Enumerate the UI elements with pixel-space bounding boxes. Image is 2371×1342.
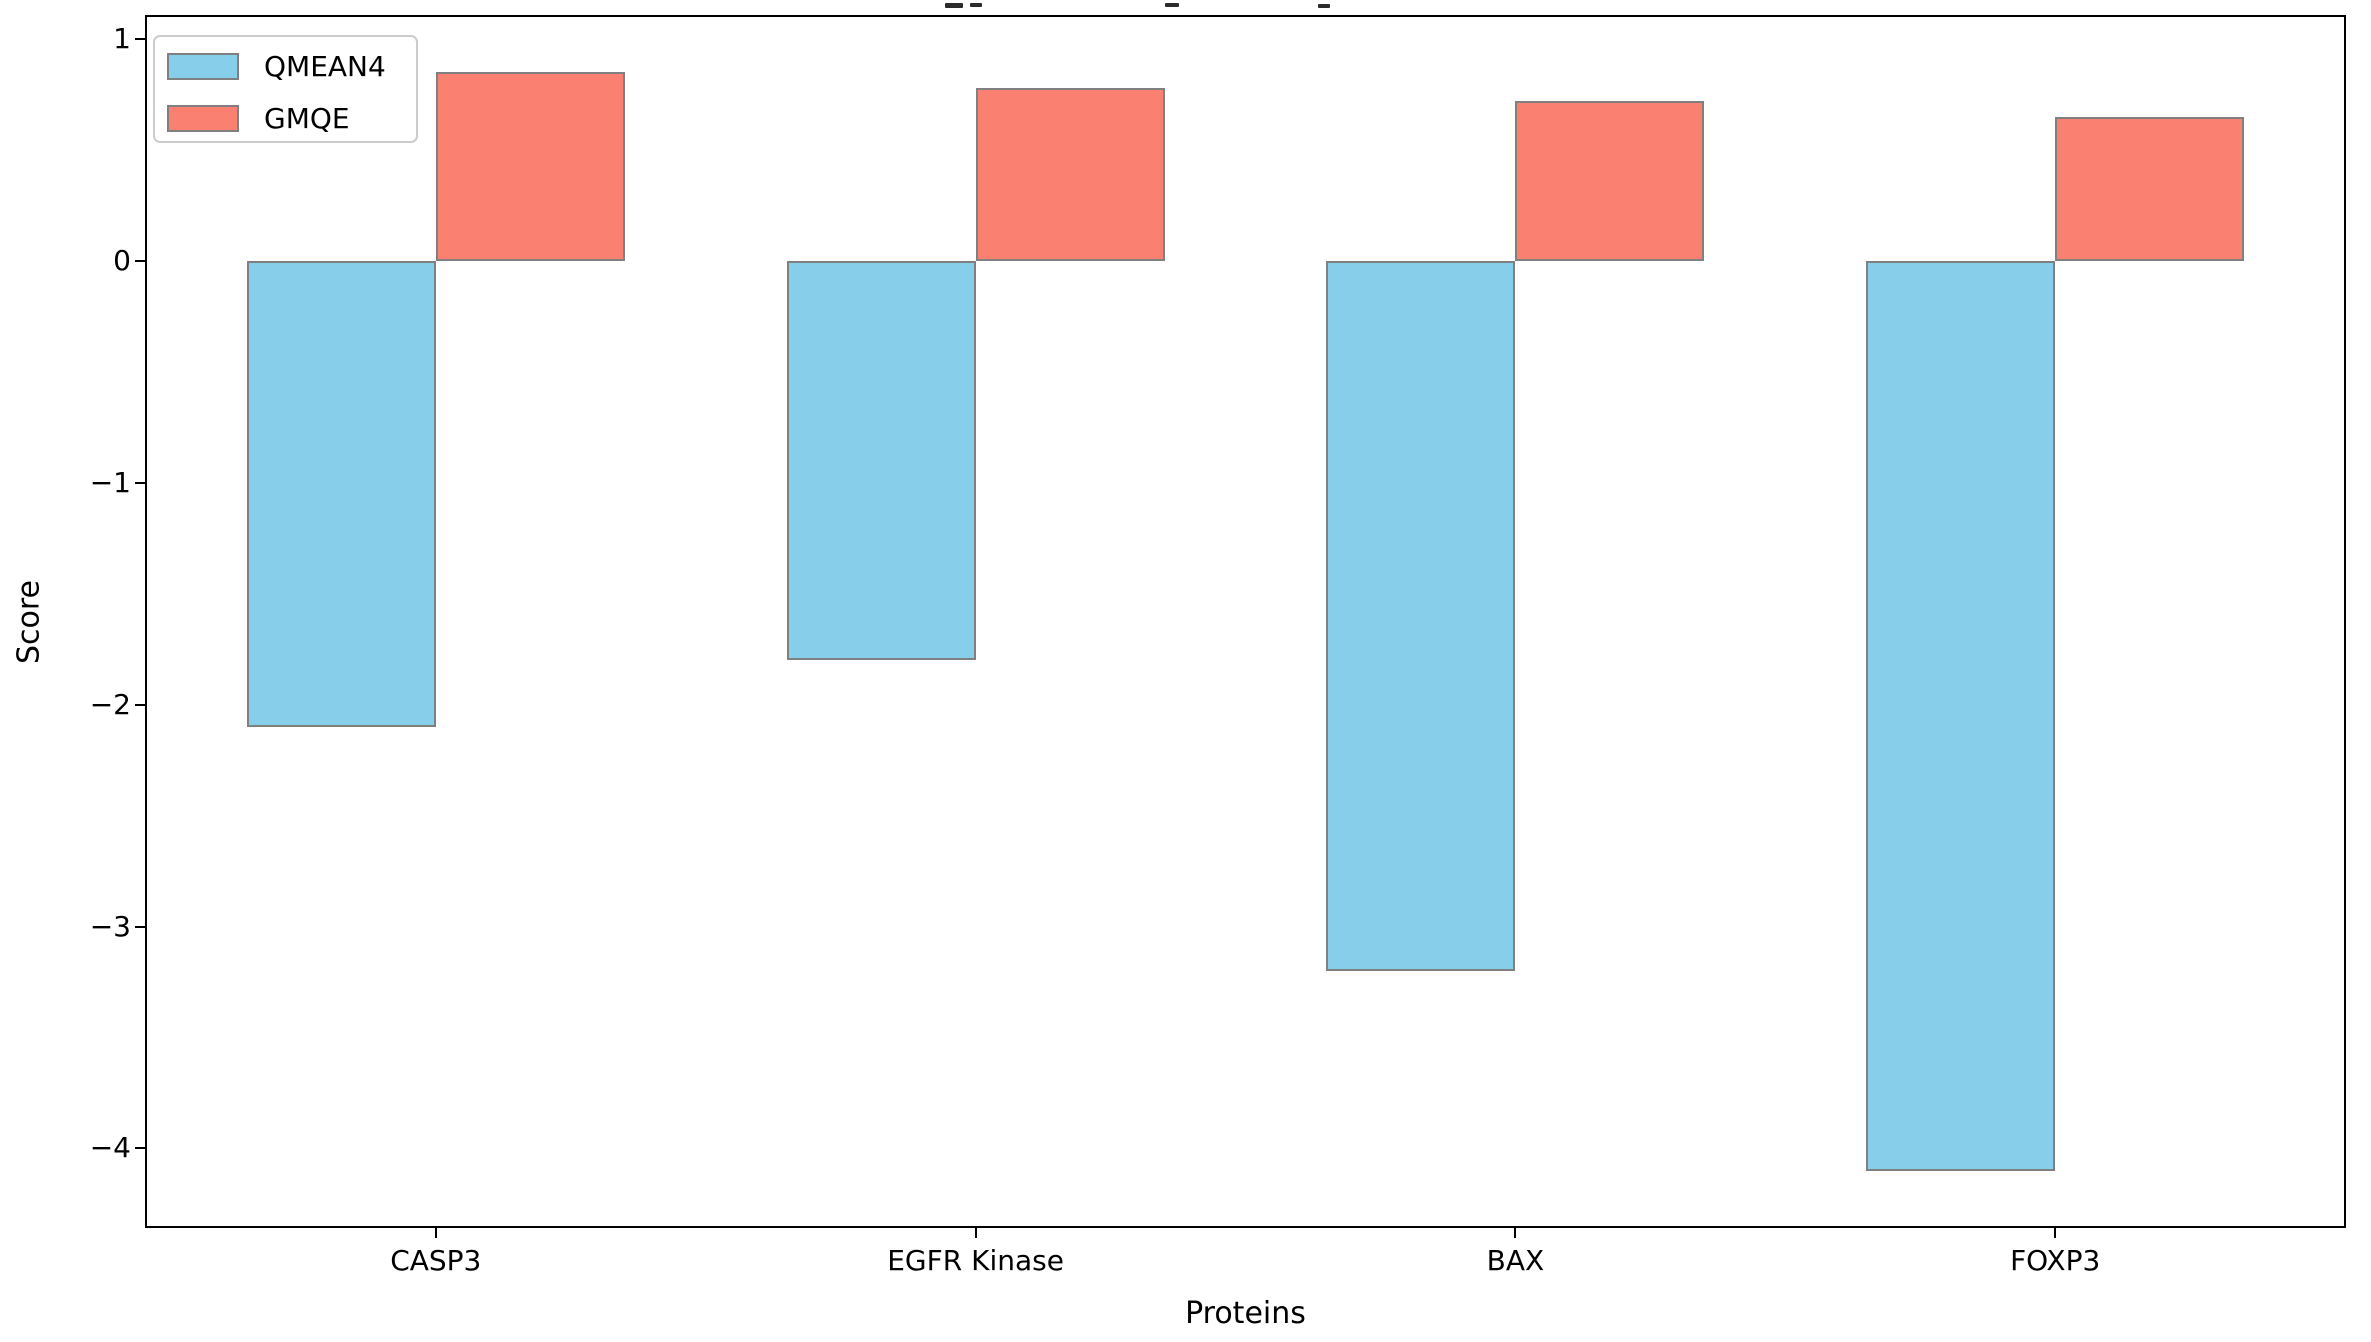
y-tick-mark — [135, 260, 145, 263]
y-tick-label: −3 — [89, 909, 131, 943]
cropped-title-fragment — [945, 3, 963, 8]
legend-item-gmqe: GMQE — [167, 102, 350, 135]
x-tick-mark — [2054, 1228, 2057, 1238]
y-tick-label: −4 — [89, 1131, 131, 1165]
x-tick-mark — [974, 1228, 977, 1238]
x-axis-label: Proteins — [1185, 1296, 1306, 1331]
y-tick-mark — [135, 703, 145, 706]
cropped-title-fragment — [1318, 4, 1330, 8]
legend-label-qmean4: QMEAN4 — [264, 50, 386, 83]
x-tick-mark — [434, 1228, 437, 1238]
bar-qmean4-bax — [1326, 261, 1516, 971]
legend-swatch-qmean4 — [167, 53, 239, 80]
bar-gmqe-egfr-kinase — [975, 87, 1165, 261]
legend-swatch-gmqe — [167, 105, 239, 132]
y-tick-label: −1 — [89, 465, 131, 499]
y-axis-label: Score — [11, 579, 47, 664]
y-tick-label: 0 — [113, 244, 131, 278]
x-tick-label-egfr-kinase: EGFR Kinase — [887, 1244, 1064, 1277]
bar-qmean4-foxp3 — [1866, 261, 2056, 1171]
x-tick-label-casp3: CASP3 — [390, 1244, 482, 1277]
x-tick-mark — [1514, 1228, 1517, 1238]
plot-area: QMEAN4 GMQE 1 0 −1 −2 −3 −4 CASP3 EGFR Kinase BA… — [12, 15, 2346, 1331]
y-tick-mark — [135, 925, 145, 928]
legend-item-qmean4: QMEAN4 — [167, 50, 386, 83]
legend: QMEAN4 GMQE — [153, 35, 418, 143]
legend-label-gmqe: GMQE — [264, 102, 350, 135]
x-tick-label-foxp3: FOXP3 — [2010, 1244, 2101, 1277]
y-tick-mark — [135, 1147, 145, 1150]
x-tick-label-bax: BAX — [1486, 1244, 1545, 1277]
bar-gmqe-bax — [1515, 101, 1705, 262]
cropped-title-fragment — [1165, 3, 1179, 7]
bar-qmean4-casp3 — [246, 261, 436, 727]
y-tick-mark — [135, 481, 145, 484]
y-tick-mark — [135, 38, 145, 41]
y-tick-label: 1 — [113, 22, 131, 56]
bar-qmean4-egfr-kinase — [786, 261, 976, 661]
bar-gmqe-casp3 — [435, 72, 625, 261]
bar-gmqe-foxp3 — [2055, 116, 2245, 261]
y-tick-label: −2 — [89, 687, 131, 721]
cropped-title-fragment — [970, 3, 982, 7]
